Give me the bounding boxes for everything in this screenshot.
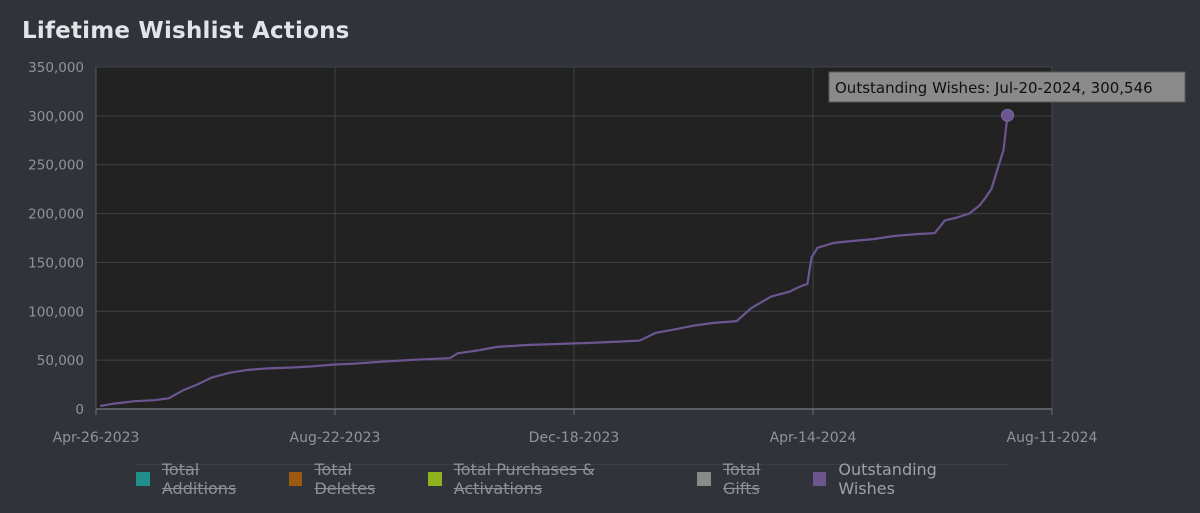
legend-label: Total Deletes xyxy=(314,460,376,498)
y-tick-label: 0 xyxy=(75,402,84,418)
chart-title: Lifetime Wishlist Actions xyxy=(22,18,350,44)
y-tick-label: 250,000 xyxy=(28,158,84,174)
legend-swatch xyxy=(288,472,303,486)
legend-label: Total Gifts xyxy=(723,460,761,498)
y-tick-label: 150,000 xyxy=(28,255,84,271)
x-tick-label: Apr-26-2023 xyxy=(53,430,140,446)
y-tick-label: 100,000 xyxy=(28,304,84,320)
x-tick-label: Aug-11-2024 xyxy=(1007,430,1098,446)
highlight-point xyxy=(1001,108,1015,122)
y-tick-label: 200,000 xyxy=(28,207,84,223)
y-tick-label: 350,000 xyxy=(28,60,84,76)
legend-label: Total Purchases & Activations xyxy=(453,460,595,498)
legend-swatch xyxy=(697,472,711,486)
legend-label: Outstanding Wishes xyxy=(838,460,937,498)
x-tick-label: Aug-22-2023 xyxy=(290,430,381,446)
y-tick-label: 50,000 xyxy=(37,353,84,369)
legend-item[interactable]: Total Gifts xyxy=(697,460,801,498)
legend-item[interactable]: Total Purchases & Activations xyxy=(427,460,686,498)
tooltip-text: Outstanding Wishes: Jul-20-2024, 300,546 xyxy=(835,79,1153,97)
x-tick-label: Apr-14-2024 xyxy=(770,430,857,446)
legend-swatch xyxy=(427,472,442,486)
legend-item[interactable]: Outstanding Wishes xyxy=(812,460,998,498)
legend-label: Total Additions xyxy=(161,460,237,498)
x-tick-label: Dec-18-2023 xyxy=(529,430,620,446)
legend-swatch xyxy=(136,472,150,486)
chart-legend: Total Additions Total Deletes Total Purcha… xyxy=(136,460,1008,498)
legend-item[interactable]: Total Additions xyxy=(136,460,278,498)
legend-item[interactable]: Total Deletes xyxy=(288,460,417,498)
series-line-outstanding-wishes xyxy=(99,115,1009,408)
tooltip-box xyxy=(828,71,1186,103)
legend-swatch xyxy=(812,472,827,486)
y-tick-label: 300,000 xyxy=(28,109,84,125)
